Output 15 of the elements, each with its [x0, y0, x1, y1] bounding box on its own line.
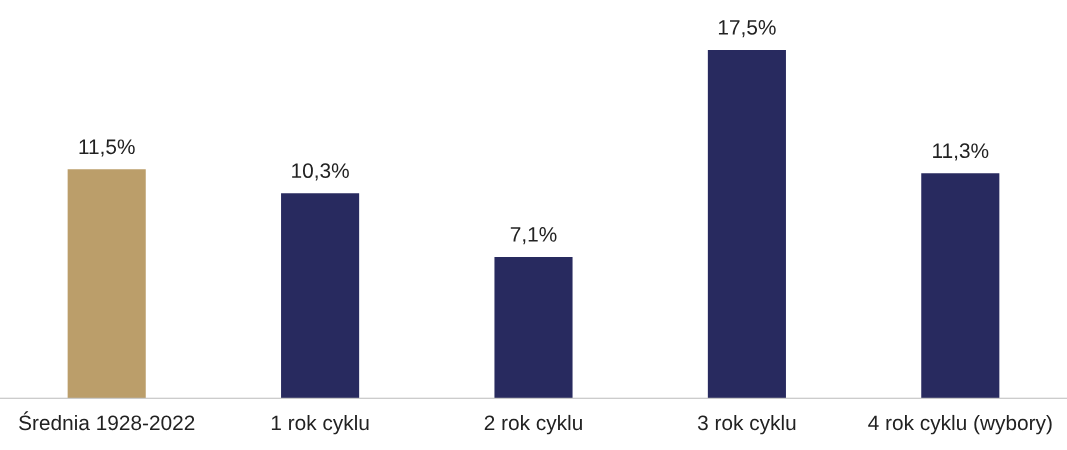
data-label: 11,5%: [79, 139, 135, 157]
x-tick-label: 4 rok cyklu (wybory): [868, 414, 1052, 435]
x-tick-label: 3 rok cyklu: [697, 414, 796, 435]
bar: [494, 256, 573, 399]
data-label: 17,5%: [718, 20, 776, 38]
data-label: 11,3%: [933, 143, 989, 161]
bar: [281, 193, 360, 399]
x-tick-label: 1 rok cyklu: [271, 414, 369, 435]
x-tick-label: 2 rok cyklu: [484, 414, 582, 435]
x-tick-label: Średnia 1928-2022: [19, 411, 195, 431]
data-label: 7,1%: [510, 227, 557, 245]
bar: [67, 169, 146, 399]
bar: [921, 173, 1000, 399]
bar: [707, 49, 786, 399]
data-label: 10,3%: [292, 163, 349, 181]
